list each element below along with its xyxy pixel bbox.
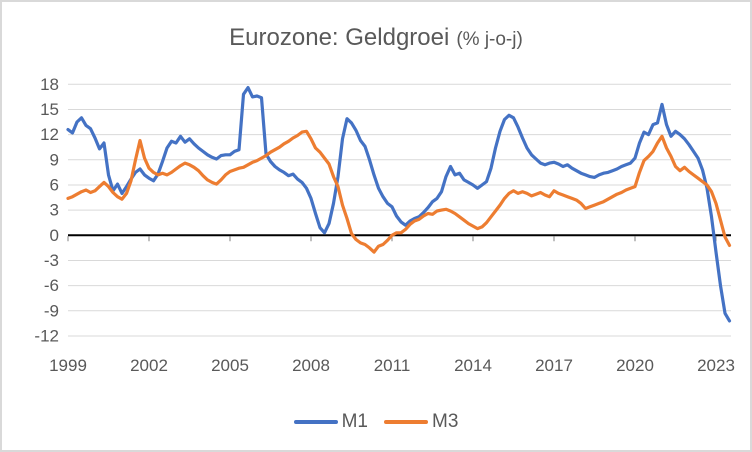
y-axis-label: 6: [50, 176, 59, 195]
x-axis-label: 2011: [374, 356, 411, 375]
x-axis-label: 2017: [535, 356, 573, 375]
chart-title: Eurozone: Geldgroei (% j-o-j): [2, 24, 750, 52]
x-axis-label: 1999: [49, 356, 87, 375]
y-axis-label: -3: [44, 251, 59, 270]
legend: M1 M3: [2, 406, 750, 438]
y-axis-label: 0: [50, 226, 59, 245]
legend-item-m1: M1: [293, 411, 368, 433]
chart-title-main: Eurozone: Geldgroei: [229, 24, 450, 51]
series-line-m1: [66, 85, 732, 323]
y-axis-label: -6: [44, 276, 59, 295]
m1-line-swatch: [293, 419, 338, 425]
x-axis-label: 2005: [211, 356, 249, 375]
y-axis-label: -12: [34, 327, 59, 346]
y-axis-label: 3: [50, 201, 59, 220]
series-line-m3: [66, 129, 732, 254]
y-axis-label: 12: [40, 125, 59, 144]
chart-title-suffix: (% j-o-j): [456, 29, 523, 50]
x-axis-label: 2023: [697, 356, 735, 375]
legend-label-m3: M3: [432, 411, 459, 432]
m3-line-swatch: [384, 419, 428, 425]
x-axis-label: 2014: [454, 356, 492, 375]
x-axis-label: 2008: [292, 356, 330, 375]
x-axis-label: 2002: [130, 356, 168, 375]
y-axis-label: -9: [44, 301, 59, 320]
y-axis-label: 15: [40, 100, 59, 119]
x-axis-label: 2020: [616, 356, 654, 375]
legend-label-m1: M1: [341, 411, 368, 432]
y-axis-label: 9: [50, 150, 59, 169]
y-axis-label: 18: [40, 75, 59, 94]
legend-item-m3: M3: [384, 411, 458, 433]
